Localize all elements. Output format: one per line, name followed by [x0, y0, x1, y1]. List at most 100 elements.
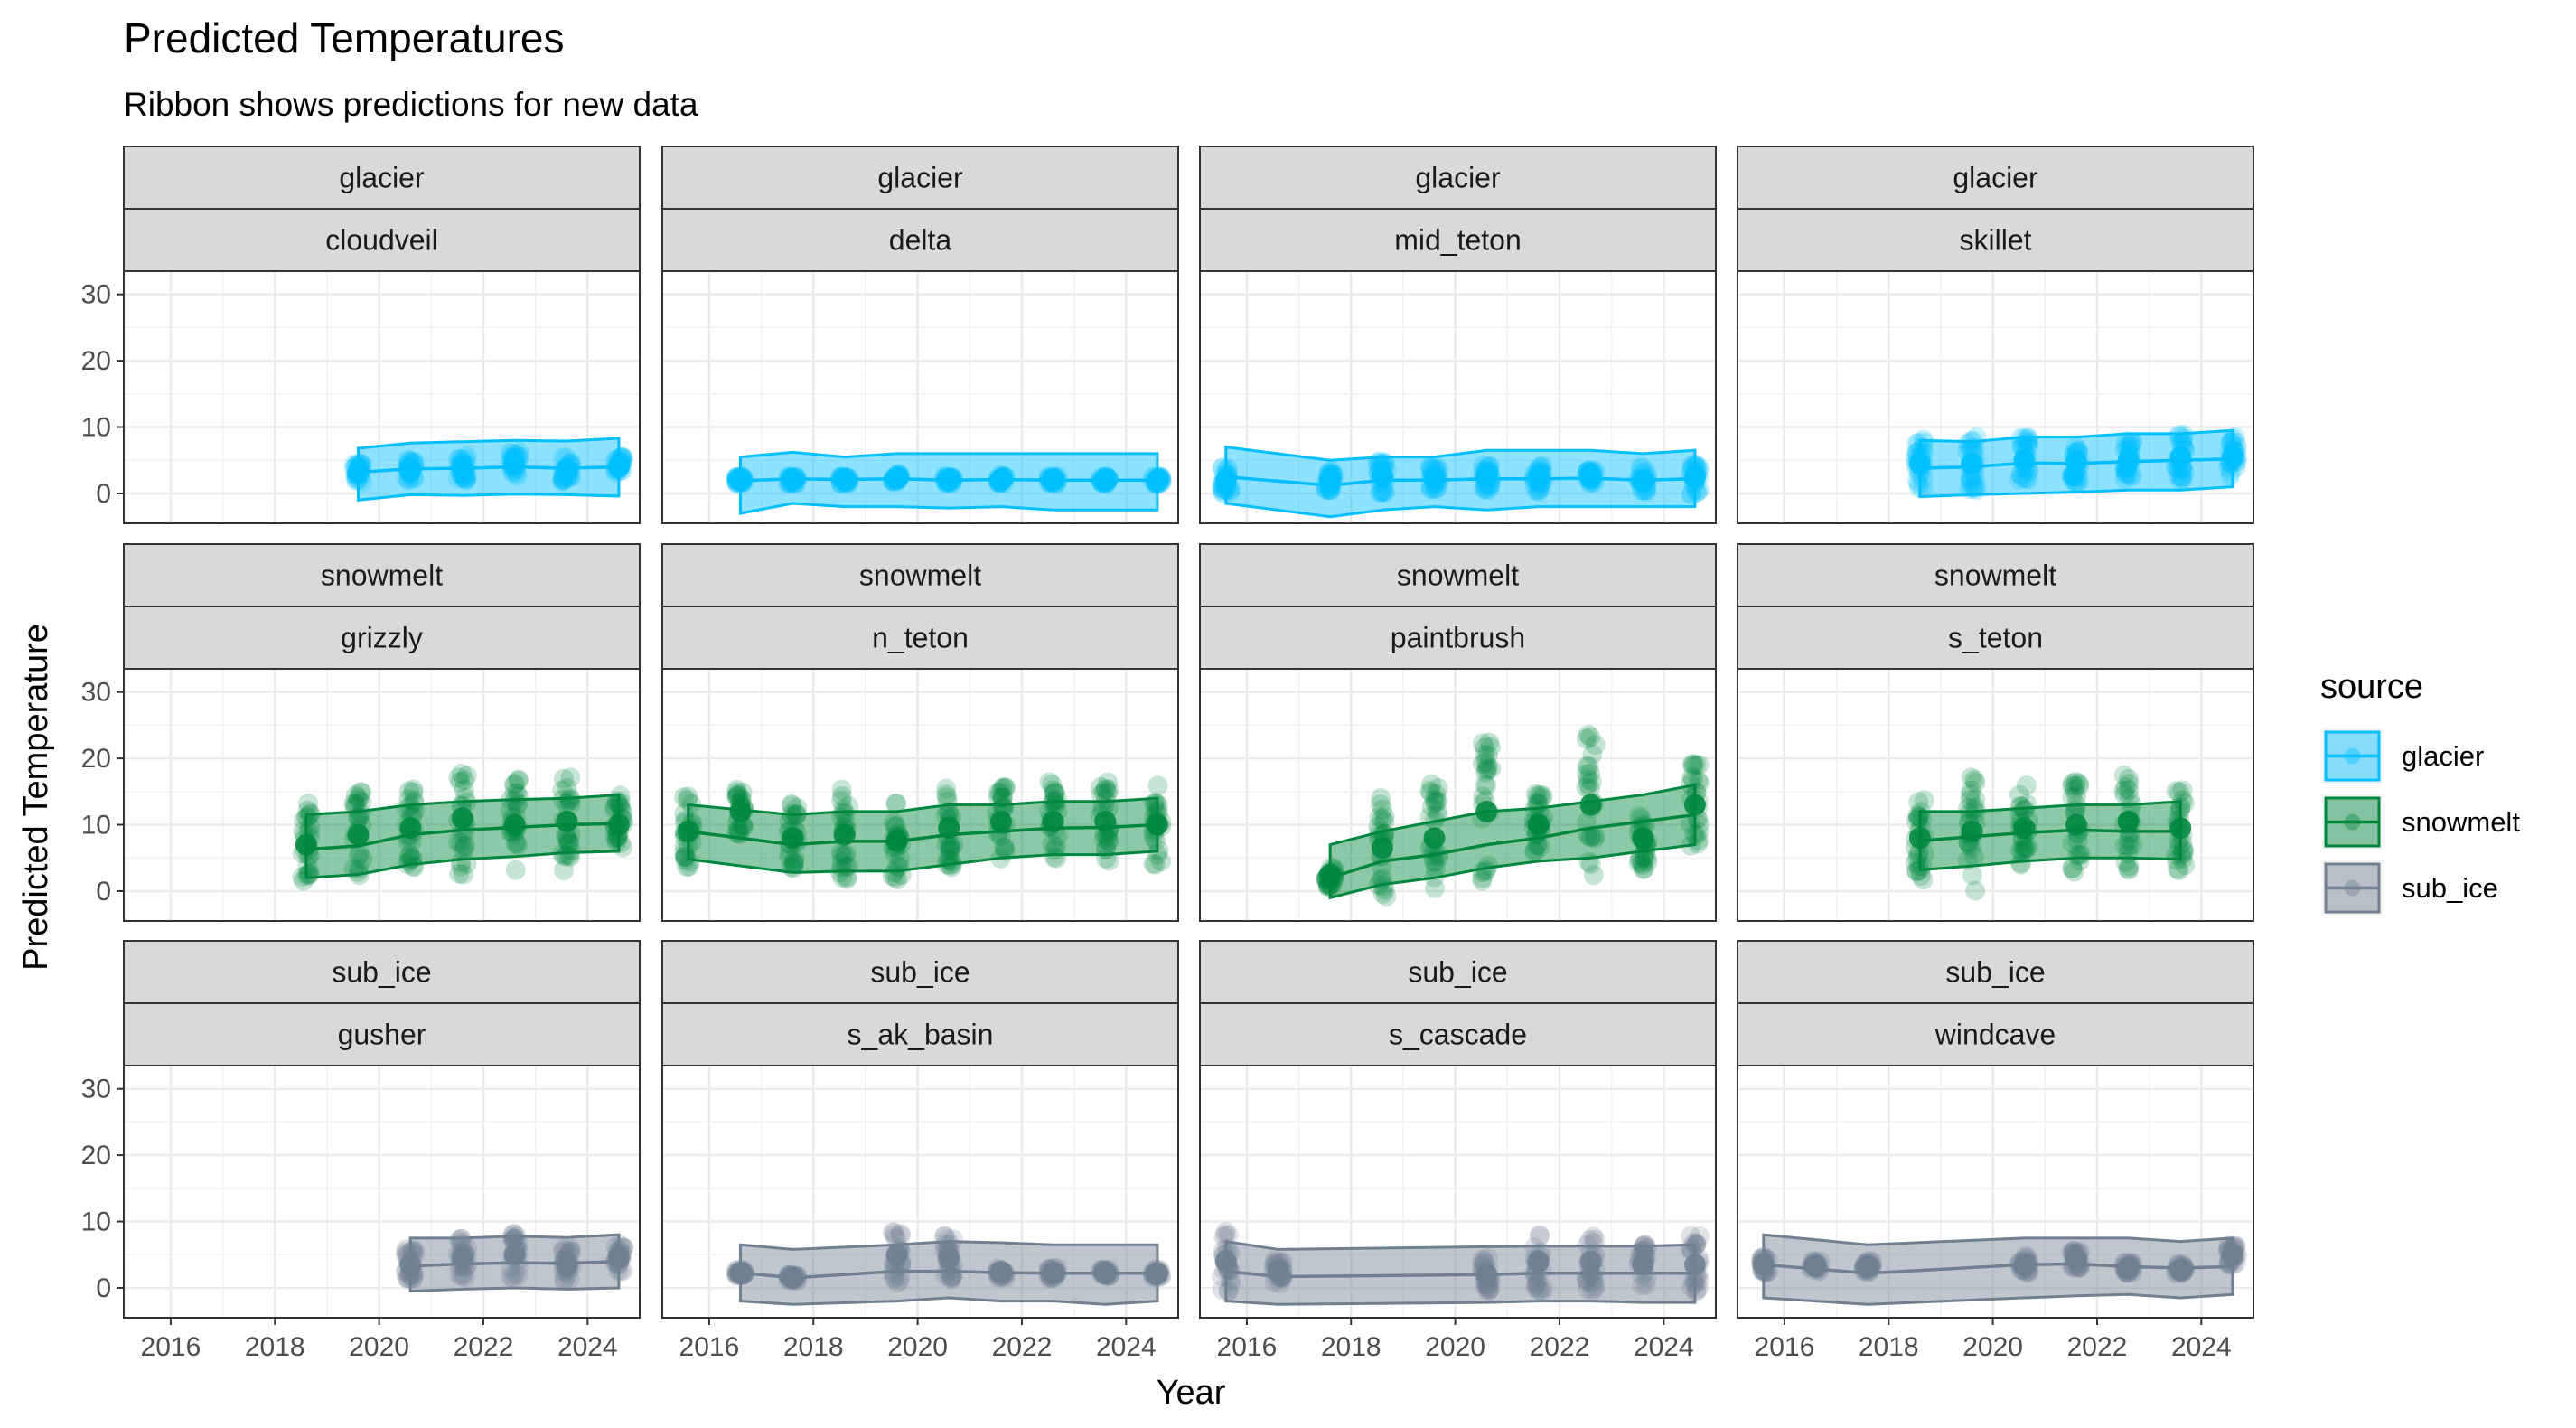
data-point: [2010, 796, 2031, 817]
data-point: [1911, 802, 1932, 822]
data-point: [1475, 800, 1498, 822]
data-point: [296, 807, 316, 828]
data-point: [1473, 753, 1493, 774]
data-point: [1913, 869, 1934, 890]
strip-source-label: glacier: [1953, 162, 2038, 194]
data-point: [348, 808, 369, 829]
data-point: [783, 853, 804, 874]
data-point: [451, 1228, 472, 1249]
data-point: [2166, 844, 2187, 865]
data-points: [1905, 765, 2196, 901]
data-point: [1526, 793, 1547, 813]
data-point: [783, 858, 803, 878]
strip-site-label: n_teton: [872, 622, 969, 654]
data-point: [934, 1226, 955, 1246]
data-point: [2062, 470, 2083, 491]
data-point: [2013, 468, 2034, 488]
data-point: [2119, 788, 2140, 809]
strip-site-label: skillet: [1959, 224, 2031, 257]
data-point: [1472, 733, 1493, 754]
data-point: [610, 796, 631, 817]
data-point: [1421, 774, 1442, 794]
data-point: [402, 848, 423, 869]
data-point: [1424, 867, 1445, 888]
data-point: [2014, 841, 2035, 861]
data-point: [2062, 787, 2083, 808]
data-point: [1686, 825, 1707, 846]
data-point: [1686, 1233, 1707, 1254]
data-point: [886, 816, 907, 837]
data-point: [507, 794, 528, 814]
facet-panel-s_ak_basin: sub_ice s_ak_basin 2016 2018 2020 2022 2024: [661, 940, 1179, 1362]
panel-border: [661, 1065, 1179, 1319]
data-point: [1481, 758, 1502, 779]
data-point: [454, 834, 475, 855]
data-point: [1908, 844, 1929, 865]
y-tick-label: 0: [96, 1273, 111, 1303]
data-point: [502, 1267, 523, 1288]
data-point: [1632, 1254, 1654, 1276]
data-point: [831, 845, 852, 866]
data-point: [1477, 756, 1497, 776]
data-point: [447, 831, 468, 852]
data-point: [2118, 836, 2139, 857]
data-point: [1630, 847, 1651, 868]
data-point: [453, 840, 473, 860]
data-point: [2065, 775, 2085, 796]
data-point: [2062, 859, 2083, 878]
data-point: [2062, 467, 2082, 488]
facet-panel-skillet: glacier skillet: [1737, 146, 2254, 524]
data-point: [831, 779, 852, 800]
data-point: [1965, 789, 1986, 810]
data-point: [1959, 803, 1980, 823]
data-point: [2116, 431, 2137, 451]
data-point: [943, 1229, 964, 1250]
data-point: [1214, 469, 1237, 492]
data-point: [1530, 836, 1550, 857]
data-point: [1475, 860, 1496, 880]
y-tick-label: 10: [81, 1207, 111, 1237]
facet-panel-cloudveil: glacier cloudveil 0 10 20 30: [81, 146, 641, 524]
data-point: [674, 787, 694, 807]
strip-source: [1737, 940, 2254, 1004]
data-point: [399, 796, 420, 817]
data-point: [779, 810, 800, 831]
data-point: [884, 813, 904, 833]
data-point: [835, 803, 856, 824]
data-point: [1097, 783, 1118, 803]
data-point: [1965, 880, 1986, 901]
strip-source-label: snowmelt: [859, 559, 981, 592]
data-point: [1634, 1236, 1654, 1257]
data-point: [1527, 794, 1548, 815]
data-point: [504, 1228, 525, 1249]
data-point: [891, 1226, 912, 1245]
data-point: [993, 777, 1014, 798]
data-point: [451, 852, 471, 872]
data-point: [1579, 779, 1600, 800]
data-point: [1099, 780, 1119, 801]
data-point: [1906, 861, 1927, 882]
data-point: [507, 794, 528, 815]
data-point: [611, 792, 632, 813]
data-point: [2010, 854, 2031, 875]
data-point: [2065, 813, 2087, 836]
prediction-ribbon: [357, 437, 621, 502]
data-point: [1369, 807, 1390, 828]
data-point: [2064, 779, 2084, 800]
data-point: [837, 867, 857, 888]
strip-site-label: cloudveil: [325, 224, 438, 257]
data-point: [681, 794, 702, 814]
data-point: [351, 792, 372, 813]
data-point: [1044, 795, 1065, 816]
data-point: [2169, 835, 2189, 856]
data-point: [781, 794, 801, 814]
strip-source: [1199, 543, 1717, 607]
data-point: [1043, 792, 1063, 813]
data-point: [294, 810, 314, 831]
data-point: [937, 787, 957, 808]
y-tick-label: 20: [81, 744, 111, 774]
data-point: [1583, 865, 1604, 886]
strip-site-label: s_teton: [1948, 622, 2043, 654]
data-point: [1044, 783, 1065, 803]
